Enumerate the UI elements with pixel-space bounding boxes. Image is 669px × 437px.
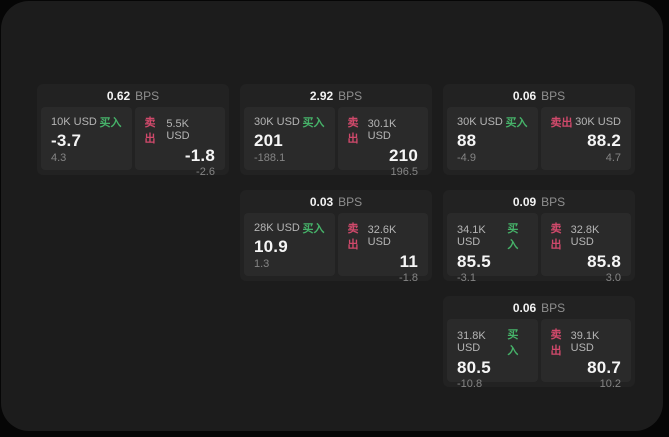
buy-quote-tile[interactable]: 28K USD 买入 10.9 1.3 [244, 213, 335, 276]
buy-quote-tile[interactable]: 10K USD 买入 -3.7 4.3 [41, 107, 132, 170]
sell-side-label: 卖出 [144, 117, 156, 145]
sell-size-label: 39.1K USD [570, 330, 600, 354]
buy-size-label: 34.1K USD [457, 224, 486, 248]
buy-size-label: 31.8K USD [457, 330, 486, 354]
bps-unit-label: BPS [338, 194, 363, 209]
bps-unit-label: BPS [541, 300, 566, 315]
sell-quote-tile[interactable]: 卖出 5.5K USD -1.8 -2.6 [134, 107, 225, 178]
buy-size-label: 28K USD [254, 222, 300, 234]
buy-delta: 4.3 [51, 152, 67, 164]
buy-price: 201 [254, 131, 283, 150]
sell-price: 88.2 [587, 131, 621, 150]
quote-tiles: 30K USD 买入 88 -4.9 卖出 30K USD 88.2 4.7 [443, 107, 635, 170]
buy-size-label: 10K USD [51, 116, 97, 128]
sell-price: -1.8 [184, 146, 215, 165]
buy-price: 88 [457, 131, 477, 150]
card-header: 0.09 BPS [443, 190, 635, 213]
buy-quote-tile[interactable]: 30K USD 买入 88 -4.9 [447, 107, 538, 170]
card-header: 0.06 BPS [443, 84, 635, 107]
buy-side-label: 买入 [99, 117, 122, 129]
sell-size-label: 32.6K USD [367, 224, 397, 248]
buy-size-label: 30K USD [254, 116, 300, 128]
buy-delta: -3.1 [457, 272, 476, 284]
sell-side-label: 卖出 [347, 117, 359, 145]
buy-delta: -10.8 [457, 378, 483, 390]
spread-bps-value: 0.09 [512, 194, 537, 209]
sell-delta: -1.8 [399, 272, 418, 284]
spread-bps-value: 0.06 [512, 300, 537, 315]
quote-tiles: 10K USD 买入 -3.7 4.3 卖出 5.5K USD -1.8 -2.… [37, 107, 229, 178]
buy-price: 80.5 [457, 358, 491, 377]
buy-side-label: 买入 [507, 329, 519, 357]
quote-tiles: 28K USD 买入 10.9 1.3 卖出 32.6K USD 11 -1.8 [240, 213, 432, 284]
sell-side-label: 卖出 [550, 117, 573, 129]
buy-price: 85.5 [457, 252, 491, 271]
buy-price: 10.9 [254, 237, 288, 256]
sell-delta: -2.6 [196, 166, 215, 178]
card-header: 0.03 BPS [240, 190, 432, 213]
buy-quote-tile[interactable]: 31.8K USD 买入 80.5 -10.8 [447, 319, 538, 390]
buy-side-label: 买入 [507, 223, 519, 251]
buy-quote-tile[interactable]: 30K USD 买入 201 -188.1 [244, 107, 335, 170]
sell-quote-tile[interactable]: 卖出 39.1K USD 80.7 10.2 [540, 319, 631, 390]
sell-quote-tile[interactable]: 卖出 30.1K USD 210 196.5 [337, 107, 428, 178]
sell-delta: 3.0 [605, 272, 621, 284]
sell-price: 11 [399, 252, 418, 271]
sell-side-label: 卖出 [347, 223, 359, 251]
sell-size-label: 30.1K USD [367, 118, 397, 142]
buy-side-label: 买入 [505, 117, 528, 129]
sell-delta: 196.5 [390, 166, 418, 178]
sell-size-label: 5.5K USD [166, 118, 190, 142]
sell-side-label: 卖出 [550, 223, 562, 251]
bps-unit-label: BPS [135, 88, 160, 103]
buy-delta: -188.1 [254, 152, 286, 164]
bps-unit-label: BPS [541, 88, 566, 103]
bps-unit-label: BPS [541, 194, 566, 209]
buy-delta: 1.3 [254, 258, 270, 270]
sell-price: 210 [389, 146, 418, 165]
spread-card: 0.03 BPS 28K USD 买入 10.9 1.3 卖出 32.6K US… [240, 190, 432, 284]
spread-bps-value: 0.06 [512, 88, 537, 103]
spread-bps-value: 0.62 [106, 88, 131, 103]
sell-quote-tile[interactable]: 卖出 32.8K USD 85.8 3.0 [540, 213, 631, 284]
sell-quote-tile[interactable]: 卖出 30K USD 88.2 4.7 [540, 107, 631, 170]
spread-bps-value: 2.92 [309, 88, 334, 103]
sell-size-label: 30K USD [575, 116, 621, 128]
sell-price: 85.8 [587, 252, 621, 271]
spread-card: 0.06 BPS 31.8K USD 买入 80.5 -10.8 卖出 39.1… [443, 296, 635, 390]
buy-quote-tile[interactable]: 34.1K USD 买入 85.5 -3.1 [447, 213, 538, 284]
sell-quote-tile[interactable]: 卖出 32.6K USD 11 -1.8 [337, 213, 428, 284]
sell-price: 80.7 [587, 358, 621, 377]
buy-size-label: 30K USD [457, 116, 503, 128]
buy-side-label: 买入 [302, 117, 325, 129]
card-header: 0.62 BPS [37, 84, 229, 107]
bps-unit-label: BPS [338, 88, 363, 103]
sell-size-label: 32.8K USD [570, 224, 600, 248]
card-header: 0.06 BPS [443, 296, 635, 319]
buy-price: -3.7 [51, 131, 82, 150]
buy-delta: -4.9 [457, 152, 476, 164]
quote-tiles: 30K USD 买入 201 -188.1 卖出 30.1K USD 210 1… [240, 107, 432, 178]
spread-card: 2.92 BPS 30K USD 买入 201 -188.1 卖出 30.1K … [240, 84, 432, 178]
quote-tiles: 31.8K USD 买入 80.5 -10.8 卖出 39.1K USD 80.… [443, 319, 635, 390]
sell-delta: 4.7 [605, 152, 621, 164]
spread-bps-value: 0.03 [309, 194, 334, 209]
sell-delta: 10.2 [599, 378, 621, 390]
sell-side-label: 卖出 [550, 329, 562, 357]
buy-side-label: 买入 [302, 223, 325, 235]
spread-card: 0.06 BPS 30K USD 买入 88 -4.9 卖出 30K USD 8… [443, 84, 635, 175]
spread-card: 0.62 BPS 10K USD 买入 -3.7 4.3 卖出 5.5K USD… [37, 84, 229, 178]
spread-card: 0.09 BPS 34.1K USD 买入 85.5 -3.1 卖出 32.8K… [443, 190, 635, 284]
card-header: 2.92 BPS [240, 84, 432, 107]
quote-tiles: 34.1K USD 买入 85.5 -3.1 卖出 32.8K USD 85.8… [443, 213, 635, 284]
